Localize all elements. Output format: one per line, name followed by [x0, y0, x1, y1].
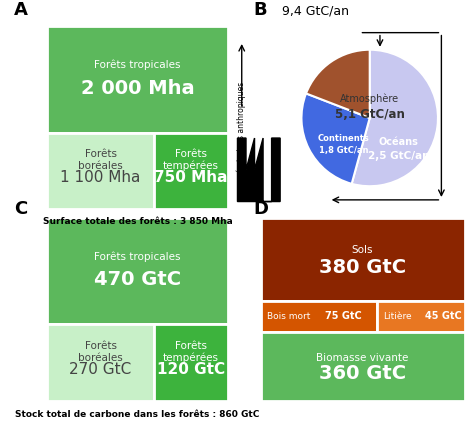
- Text: 1,8 GtC/an: 1,8 GtC/an: [319, 146, 368, 155]
- Text: 750 Mha: 750 Mha: [154, 170, 228, 185]
- Text: émissions anthropiques: émissions anthropiques: [237, 82, 246, 173]
- Text: B: B: [254, 1, 267, 19]
- Bar: [47, 218, 228, 325]
- Text: Surface totale des forêts : 3 850 Mha: Surface totale des forêts : 3 850 Mha: [43, 217, 232, 226]
- Bar: [47, 26, 228, 133]
- Wedge shape: [352, 50, 438, 186]
- Text: 2,5 GtC/an: 2,5 GtC/an: [368, 150, 429, 161]
- Text: Océans: Océans: [378, 137, 419, 147]
- Bar: [261, 301, 377, 332]
- Text: Forêts
tempérées: Forêts tempérées: [163, 341, 219, 363]
- Text: 75 GtC: 75 GtC: [325, 311, 361, 321]
- Bar: [154, 325, 228, 401]
- Wedge shape: [301, 93, 370, 184]
- Polygon shape: [237, 138, 280, 202]
- Text: 9,4 GtC/an: 9,4 GtC/an: [282, 4, 349, 17]
- Text: Atmosphère: Atmosphère: [340, 93, 399, 104]
- Bar: [154, 133, 228, 209]
- Text: Forêts tropicales: Forêts tropicales: [94, 251, 181, 262]
- Bar: [47, 133, 154, 209]
- Text: 360 GtC: 360 GtC: [319, 364, 406, 383]
- Text: Forêts
tempérées: Forêts tempérées: [163, 149, 219, 172]
- Text: Biomasse vivante: Biomasse vivante: [317, 353, 409, 363]
- Text: Continents: Continents: [318, 134, 370, 143]
- Text: D: D: [254, 200, 269, 218]
- Text: Sols: Sols: [352, 245, 374, 254]
- Text: 380 GtC: 380 GtC: [319, 258, 406, 277]
- Wedge shape: [306, 50, 370, 118]
- Text: Forêts
boréales: Forêts boréales: [78, 149, 123, 171]
- Text: Stock total de carbone dans les forêts : 860 GtC: Stock total de carbone dans les forêts :…: [15, 410, 260, 419]
- Text: Litière: Litière: [383, 312, 411, 321]
- Bar: [261, 332, 465, 401]
- Text: 1 100 Mha: 1 100 Mha: [60, 170, 141, 185]
- Text: Forêts
boréales: Forêts boréales: [78, 341, 123, 363]
- Text: 45 GtC: 45 GtC: [425, 311, 462, 321]
- Text: Bois mort: Bois mort: [267, 312, 310, 321]
- Bar: [261, 218, 465, 301]
- Text: 470 GtC: 470 GtC: [94, 270, 181, 289]
- Text: 5,1 GtC/an: 5,1 GtC/an: [335, 108, 405, 121]
- Text: A: A: [14, 1, 28, 19]
- Text: 270 GtC: 270 GtC: [69, 362, 132, 377]
- Text: 2 000 Mha: 2 000 Mha: [81, 78, 194, 97]
- Bar: [377, 301, 465, 332]
- Text: 120 GtC: 120 GtC: [156, 362, 225, 377]
- Bar: [47, 325, 154, 401]
- Text: Forêts tropicales: Forêts tropicales: [94, 60, 181, 70]
- Text: C: C: [14, 200, 27, 218]
